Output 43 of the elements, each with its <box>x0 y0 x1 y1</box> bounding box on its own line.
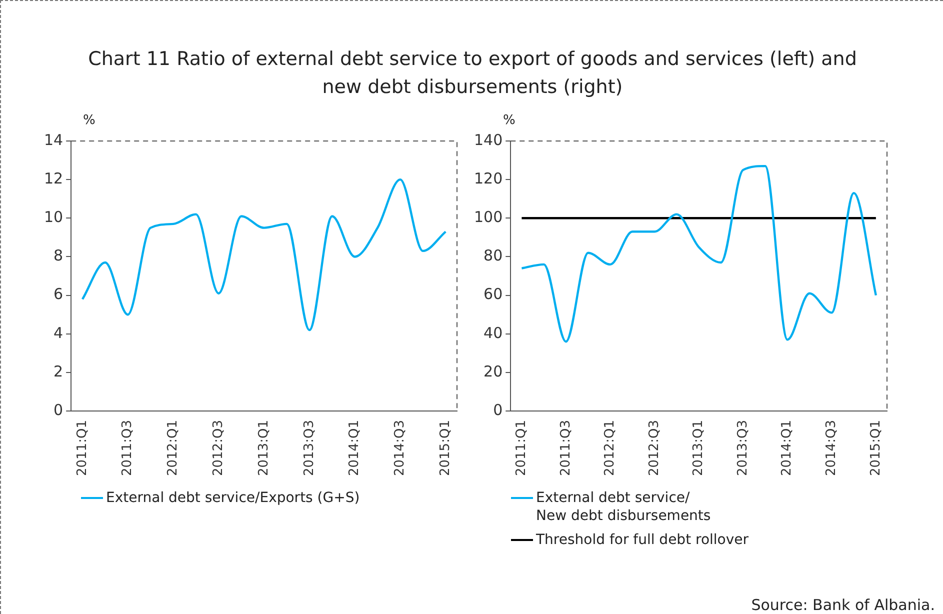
y-axis-title: % <box>503 113 516 128</box>
x-tick-label: 2012:Q3 <box>211 420 226 476</box>
x-tick-label: 2011:Q1 <box>514 420 530 476</box>
x-tick-label: 2012:Q3 <box>646 420 662 476</box>
x-tick-label: 2012:Q1 <box>602 420 618 476</box>
x-tick-label: 2013:Q3 <box>735 420 750 476</box>
x-tick-label: 2015:Q1 <box>868 420 884 476</box>
x-tick-label: 2011:Q1 <box>74 420 90 476</box>
y-tick-label: 12 <box>44 169 64 188</box>
y-tick-label: 6 <box>54 285 64 304</box>
y-tick-label: 60 <box>484 285 503 304</box>
y-tick-label: 120 <box>474 169 503 188</box>
x-tick-label: 2015:Q1 <box>438 420 454 476</box>
x-tick-label: 2013:Q3 <box>302 420 317 476</box>
y-tick-label: 10 <box>44 208 64 226</box>
line-series <box>520 164 878 343</box>
x-tick-label: 2011:Q3 <box>558 420 574 476</box>
y-tick-label: 14 <box>44 130 64 149</box>
y-tick-label: 2 <box>54 362 64 380</box>
x-tick-label: 2011:Q3 <box>120 420 136 476</box>
line-series <box>81 178 447 332</box>
y-tick-label: 20 <box>484 362 503 380</box>
x-tick-label: 2013:Q1 <box>256 420 272 476</box>
y-tick-label: 40 <box>484 324 503 342</box>
x-tick-label: 2014:Q3 <box>824 420 840 476</box>
y-tick-label: 8 <box>54 246 64 265</box>
legend-label: External debt service/ New debt disbursements <box>536 489 711 525</box>
y-tick-label: 80 <box>484 246 503 265</box>
y-tick-label: 4 <box>54 324 64 342</box>
chart-title: Chart 11 Ratio of external debt service to export of goods and services (left) and new debt disbursements (right) <box>87 47 858 100</box>
x-tick-label: 2012:Q1 <box>166 420 181 476</box>
y-tick-label: 0 <box>54 400 64 419</box>
y-tick-label: 0 <box>493 400 503 419</box>
x-tick-label: 2014:Q3 <box>392 420 408 476</box>
x-tick-label: 2013:Q1 <box>691 420 706 476</box>
source-note: Source: Bank of Albania. <box>751 596 935 614</box>
y-tick-label: 100 <box>474 208 503 226</box>
x-tick-label: 2014:Q1 <box>780 420 795 476</box>
legend-label: Threshold for full debt rollover <box>536 531 749 549</box>
x-tick-label: 2014:Q1 <box>347 420 362 476</box>
y-tick-label: 140 <box>474 130 503 149</box>
y-axis-title: % <box>83 113 96 128</box>
legend-label: External debt service/Exports (G+S) <box>106 489 360 507</box>
